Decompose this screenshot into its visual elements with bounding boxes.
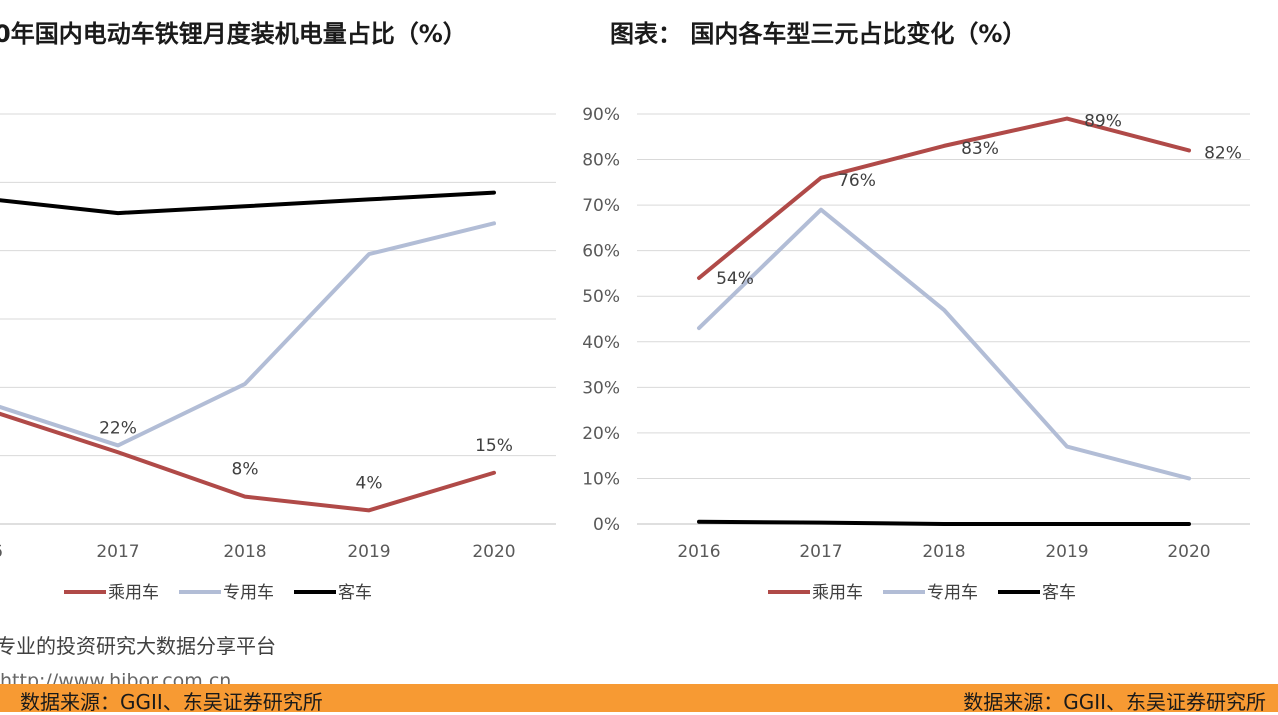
legend: 乘用车 专用车 客车: [64, 583, 372, 603]
y-tick-label: 60%: [582, 242, 620, 262]
y-tick-label: 40%: [582, 333, 620, 353]
y-tick-label: 30%: [582, 378, 620, 398]
x-tick-label: 16: [0, 542, 3, 562]
y-tick-label: 10%: [582, 469, 620, 489]
chart-right: 0% 10% 20% 30% 40% 50% 60% 70% 80% 90% 2016 2017 201…: [582, 105, 1250, 603]
legend-label: 客车: [1042, 583, 1076, 603]
watermark-tagline: 专业的投资研究大数据分享平台: [0, 630, 276, 659]
footer-source-left: 数据来源：GGII、东吴证券研究所: [20, 686, 323, 715]
series-line-3: [699, 522, 1189, 524]
y-tick-label: 20%: [582, 424, 620, 444]
footer-bar: 数据来源：GGII、东吴证券研究所 数据来源：GGII、东吴证券研究所: [0, 684, 1278, 712]
series-line-3: [0, 193, 494, 214]
data-label: 76%: [838, 171, 876, 191]
y-tick-label: 0%: [593, 515, 620, 535]
data-label: 54%: [716, 269, 754, 289]
data-label: 89%: [1084, 112, 1122, 132]
y-tick-label: 90%: [582, 105, 620, 125]
data-label: 8%: [232, 460, 259, 480]
footer-source-right: 数据来源：GGII、东吴证券研究所: [963, 686, 1266, 715]
x-tick-label: 2019: [1045, 542, 1088, 562]
x-tick-label: 2016: [677, 542, 720, 562]
x-tick-label: 2017: [799, 542, 842, 562]
legend-label: 专用车: [223, 583, 274, 603]
data-label: 4%: [356, 473, 383, 493]
x-tick-label: 2018: [922, 542, 965, 562]
series-line-2: [699, 210, 1189, 479]
data-label: 82%: [1204, 143, 1242, 163]
x-tick-label: 2020: [1167, 542, 1210, 562]
legend: 乘用车 专用车 客车: [768, 583, 1076, 603]
x-tick-label: 2017: [96, 542, 139, 562]
y-tick-label: 70%: [582, 196, 620, 216]
series-line-2: [0, 223, 494, 445]
data-label: 15%: [475, 436, 513, 456]
x-tick-label: 2019: [347, 542, 390, 562]
y-tick-label: 80%: [582, 151, 620, 171]
data-label: 83%: [961, 139, 999, 159]
y-tick-label: 50%: [582, 287, 620, 307]
legend-label: 乘用车: [108, 583, 159, 603]
data-label: 22%: [99, 418, 137, 438]
x-tick-label: 2020: [472, 542, 515, 562]
legend-label: 专用车: [927, 583, 978, 603]
x-tick-label: 2018: [223, 542, 266, 562]
legend-label: 客车: [338, 583, 372, 603]
legend-label: 乘用车: [812, 583, 863, 603]
